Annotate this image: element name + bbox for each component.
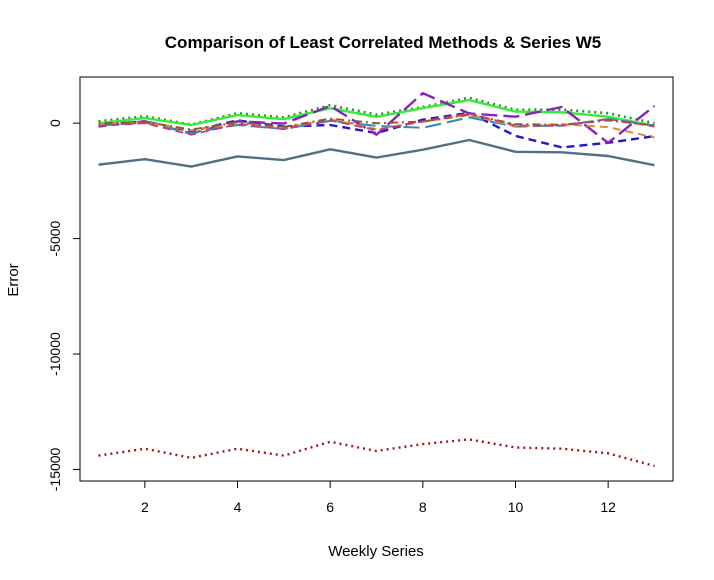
series-layer: [98, 91, 656, 468]
y-tick-label: -15000: [47, 447, 63, 491]
series-line-9: [98, 113, 655, 131]
y-tick-label: -10000: [47, 332, 63, 376]
x-axis: 2 4 6 8 10 12: [141, 480, 616, 515]
x-tick-label: 8: [419, 499, 427, 515]
series-line-3: [98, 96, 655, 126]
series-line-8: [98, 114, 655, 139]
series-line-7: [98, 116, 655, 134]
plot-frame: [79, 76, 674, 482]
x-tick-label: 6: [326, 499, 334, 515]
y-tick-label: -5000: [47, 220, 63, 256]
x-tick-label: 4: [234, 499, 242, 515]
series-line-5: [98, 111, 655, 149]
y-tick-label: 0: [47, 119, 63, 127]
series-line-10: [98, 112, 655, 136]
x-tick-label: 2: [141, 499, 149, 515]
x-tick-label: 12: [600, 499, 616, 515]
series-line-2: [98, 438, 655, 468]
series-line-1: [98, 138, 655, 168]
y-axis-label: Error: [5, 263, 22, 296]
x-axis-label: Weekly Series: [328, 543, 424, 560]
chart-title: Comparison of Least Correlated Methods &…: [165, 33, 601, 52]
series-line-4: [98, 98, 655, 128]
y-axis: 0 -5000 -10000 -15000: [47, 119, 81, 491]
x-tick-label: 10: [508, 499, 524, 515]
